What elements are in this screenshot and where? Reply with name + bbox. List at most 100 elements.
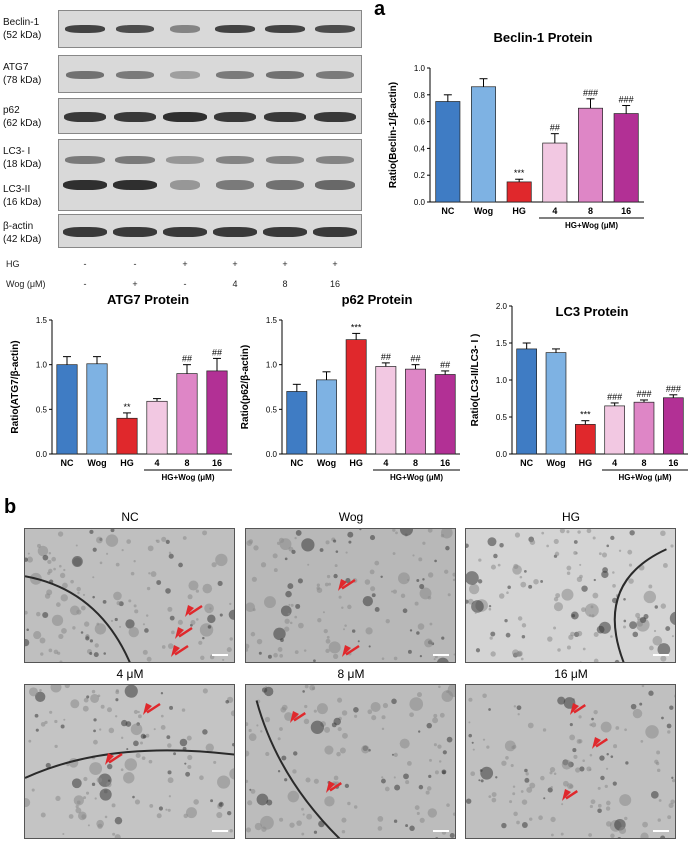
em-image — [24, 528, 235, 663]
significance-label: *** — [514, 168, 525, 178]
blot-label: (52 kDa) — [3, 30, 42, 41]
blot-band — [63, 180, 107, 190]
x-tick-label: HG — [579, 458, 593, 468]
blot-image — [58, 214, 362, 248]
x-tick-label: 8 — [588, 206, 593, 216]
y-tick-label: 0.8 — [414, 91, 426, 100]
bar — [146, 400, 168, 455]
y-tick-label: 0.5 — [266, 405, 278, 414]
red-arrowhead — [562, 789, 571, 801]
y-tick-label: 0.0 — [266, 450, 278, 459]
bar — [405, 368, 426, 455]
y-tick-label: 1.0 — [266, 361, 278, 370]
red-arrow — [174, 644, 189, 656]
x-tick-label: NC — [61, 458, 74, 468]
em-image-title: 8 μM — [337, 667, 365, 681]
significance-label: ### — [607, 392, 622, 402]
significance-label: ### — [636, 389, 651, 399]
bar — [542, 142, 568, 203]
scale-bar — [212, 830, 228, 832]
significance-label: *** — [351, 322, 362, 332]
bar — [578, 107, 603, 203]
blot-band — [313, 227, 357, 237]
significance-label: *** — [580, 410, 591, 420]
x-tick-label: Wog — [546, 458, 565, 468]
bar — [633, 401, 655, 455]
bar — [116, 417, 138, 455]
bar — [56, 364, 78, 455]
red-arrow — [108, 752, 123, 764]
wog-row-label: Wog (μM) — [6, 279, 46, 289]
y-axis-label: Ratio(p62/β-actin) — [240, 345, 251, 429]
x-tick-label: 4 — [383, 458, 388, 468]
blot-row: ATG7 (78 kDa) — [0, 55, 362, 93]
x-tick-label: 16 — [621, 206, 631, 216]
blot-row: p62 (62 kDa) — [0, 98, 362, 134]
significance-label: ## — [182, 354, 192, 364]
x-tick-label: 8 — [641, 458, 646, 468]
blot-label: β-actin — [3, 221, 34, 232]
chart-atg7: ATG7 Protein Ratio(ATG7/β-actin) 0.0 0.5 1.0… — [8, 292, 238, 492]
y-tick-label: 1.0 — [496, 376, 508, 385]
bar — [516, 348, 537, 455]
blot-label: LC3-II — [3, 184, 31, 195]
bar — [506, 181, 532, 203]
red-arrowhead — [342, 645, 351, 657]
em-image — [465, 528, 676, 663]
hg-value: + — [182, 259, 188, 269]
red-arrow — [178, 626, 193, 638]
y-tick-label: 0.6 — [414, 118, 426, 127]
blot-band — [213, 227, 257, 237]
em-image-title: Wog — [338, 510, 364, 524]
wog-value: 8 — [282, 279, 288, 289]
bar — [176, 373, 198, 455]
bar — [435, 101, 461, 203]
chart-title: ATG7 Protein — [107, 292, 189, 307]
blot-band — [64, 112, 106, 122]
blot-band — [216, 156, 254, 164]
blot-band — [266, 71, 304, 79]
wog-value: 16 — [329, 279, 340, 289]
blot-band — [113, 227, 157, 237]
red-arrow — [595, 738, 608, 748]
scale-bar — [653, 654, 669, 656]
chart-p62: p62 Protein Ratio(p62/β-actin) 0.0 0.5 1.0 1.… — [238, 292, 468, 492]
red-arrowhead — [171, 645, 180, 657]
blot-band — [170, 71, 200, 79]
x-tick-label: NC — [290, 458, 303, 468]
wog-value: + — [132, 279, 138, 289]
em-image — [245, 684, 456, 839]
scale-bar — [212, 654, 228, 656]
bar — [86, 363, 108, 455]
bar — [434, 374, 456, 455]
y-axis-label: Ratio(ATG7/β-actin) — [10, 340, 21, 433]
blot-band — [264, 112, 306, 122]
bar — [613, 113, 639, 203]
em-image-title: HG — [562, 510, 580, 524]
hg-value: + — [232, 259, 238, 269]
blot-label: (16 kDa) — [3, 197, 42, 208]
y-tick-label: 1.5 — [496, 339, 508, 348]
em-image-title: 16 μM — [554, 667, 588, 681]
red-arrow — [146, 702, 161, 714]
wog-value: 4 — [232, 279, 238, 289]
chart-title: Beclin-1 Protein — [494, 30, 593, 45]
wog-value: - — [83, 279, 87, 289]
hg-value: + — [282, 259, 288, 269]
red-arrow — [293, 712, 306, 722]
blot-band — [115, 156, 155, 164]
red-arrow — [188, 604, 203, 616]
blot-image — [58, 55, 362, 93]
y-axis-label: Ratio(Beclin-1/β-actin) — [388, 82, 399, 188]
x-tick-label: NC — [441, 206, 454, 216]
hg-row-label: HG — [6, 259, 20, 269]
blot-label: (78 kDa) — [3, 75, 42, 86]
blot-band — [65, 25, 105, 33]
x-tick-label: 4 — [612, 458, 617, 468]
bar — [663, 397, 684, 455]
blot-label: LC3- I — [3, 146, 31, 157]
em-image — [24, 684, 235, 839]
y-tick-label: 0.2 — [414, 171, 426, 180]
red-arrowhead — [338, 579, 347, 591]
red-arrowhead — [290, 711, 299, 723]
